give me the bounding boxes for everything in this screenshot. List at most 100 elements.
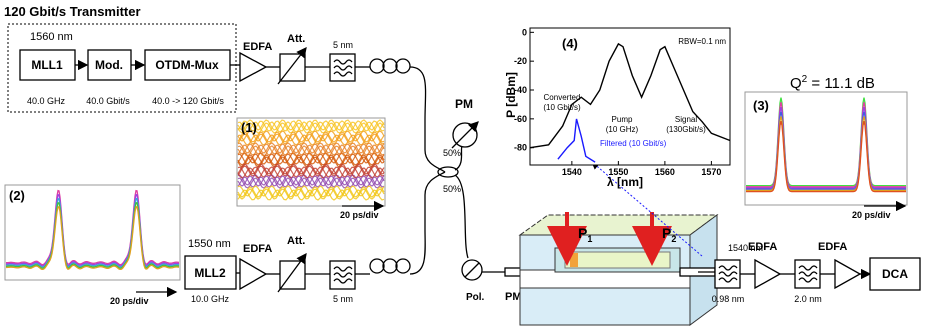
annotation: (10 GHz) <box>606 125 639 134</box>
eye-trace <box>237 188 385 200</box>
y-tick-label: -80 <box>514 143 527 153</box>
filter <box>794 259 821 289</box>
attenuator-arrow <box>277 46 307 85</box>
rate: 40.0 -> 120 Gbit/s <box>152 96 224 106</box>
x-tick-label: 1550 <box>608 167 628 177</box>
eye-trace <box>237 134 385 146</box>
transmitter-frame <box>7 23 237 113</box>
annotation: (10 Gbit/s) <box>543 103 581 112</box>
polarization-controller <box>355 58 411 74</box>
q-sup: 2 <box>802 74 808 85</box>
eye-trace <box>237 144 385 156</box>
att-label: Att. <box>287 33 305 45</box>
eye-label: (1) <box>241 120 257 135</box>
filter <box>329 53 356 82</box>
eye-trace <box>237 177 385 189</box>
eye-trace <box>746 106 906 189</box>
block <box>19 49 76 81</box>
fiber <box>454 145 463 171</box>
rate: 40.0 GHz <box>27 96 66 106</box>
eye-trace <box>237 176 385 188</box>
annotation: Converted <box>544 93 581 102</box>
eye-trace <box>237 166 385 178</box>
x-tick-label: 1570 <box>701 167 721 177</box>
eye-trace <box>746 111 906 190</box>
eye-trace <box>237 145 385 157</box>
eye-trace <box>237 121 385 133</box>
eye-trace <box>6 193 180 267</box>
pol-label: Pol. <box>466 292 485 303</box>
wavelength: 1550 nm <box>188 238 231 250</box>
split-label: 50% <box>443 184 461 194</box>
y-tick-label: -40 <box>514 85 527 95</box>
eye-trace <box>237 120 385 132</box>
rate: 40.0 Gbit/s <box>86 96 130 106</box>
eye-scale: 20 ps/div <box>110 296 149 306</box>
eye-trace <box>237 152 385 164</box>
y-tick-label: -60 <box>514 114 527 124</box>
eye-trace <box>237 174 385 186</box>
eye-trace <box>237 175 385 187</box>
eye-trace <box>237 143 385 155</box>
filter <box>329 260 356 290</box>
annotation: Pump <box>612 115 633 124</box>
eye-label: (3) <box>753 98 769 113</box>
polarization-controller <box>355 258 411 275</box>
eye-trace <box>237 130 385 142</box>
power-meter-arrow <box>451 121 479 149</box>
eye-trace <box>746 121 906 193</box>
filter-label: 2.0 nm <box>794 294 822 304</box>
eye-scale: 20 ps/div <box>852 210 891 220</box>
eye-trace <box>237 154 385 166</box>
eye-trace <box>237 186 385 198</box>
filter-label: 5 nm <box>333 40 353 50</box>
eye-trace <box>237 163 385 175</box>
x-axis-label: λ [nm] <box>607 175 643 189</box>
inset-label: (4) <box>562 36 578 51</box>
p2-label: P2 <box>662 225 676 244</box>
eye-trace <box>237 153 385 165</box>
p2-sub: 2 <box>671 234 676 244</box>
amplifier <box>754 258 782 290</box>
rate: 10.0 GHz <box>191 294 230 304</box>
wavelength: 1560 nm <box>30 31 73 43</box>
block-label: MLL2 <box>194 266 226 280</box>
y-tick-label: -20 <box>514 56 527 66</box>
eye-trace <box>237 119 385 131</box>
annotation: Signal <box>675 115 697 124</box>
eye-trace <box>237 156 385 168</box>
eye-trace <box>6 189 180 266</box>
eye-trace <box>237 185 385 197</box>
q-main: Q <box>790 75 802 92</box>
p1-label: P1 <box>578 225 592 244</box>
eye-trace <box>237 165 385 177</box>
att-label: Att. <box>287 235 305 247</box>
plot-frame <box>529 27 731 166</box>
filter-label: 5 nm <box>333 294 353 304</box>
eye-trace <box>237 142 385 154</box>
eye-trace <box>6 205 180 271</box>
annotation: Filtered (10 Gbit/s) <box>600 139 667 148</box>
filter-pointer <box>591 161 703 257</box>
filter-label: 0.98 nm <box>712 294 745 304</box>
eye-diagram <box>236 117 386 207</box>
annotation: (130Gbit/s) <box>666 125 706 134</box>
eye-trace <box>6 201 180 269</box>
block-label: DCA <box>882 267 908 281</box>
x-tick-label: 1560 <box>655 167 675 177</box>
block <box>869 257 921 291</box>
eye-trace <box>746 97 906 187</box>
fiber <box>454 174 469 259</box>
spectrum-line <box>557 118 596 163</box>
eye-diagram <box>744 91 908 206</box>
filter <box>714 259 741 289</box>
coupler <box>437 166 459 178</box>
block-label: Mod. <box>95 58 123 72</box>
polarizer-line <box>464 262 480 278</box>
pm-label: PM <box>455 97 473 111</box>
attenuator-arrow <box>277 252 307 293</box>
eye-label: (2) <box>9 188 25 203</box>
rbw-label: RBW=0.1 nm <box>678 37 726 46</box>
edfa-label: EDFA <box>818 241 847 253</box>
